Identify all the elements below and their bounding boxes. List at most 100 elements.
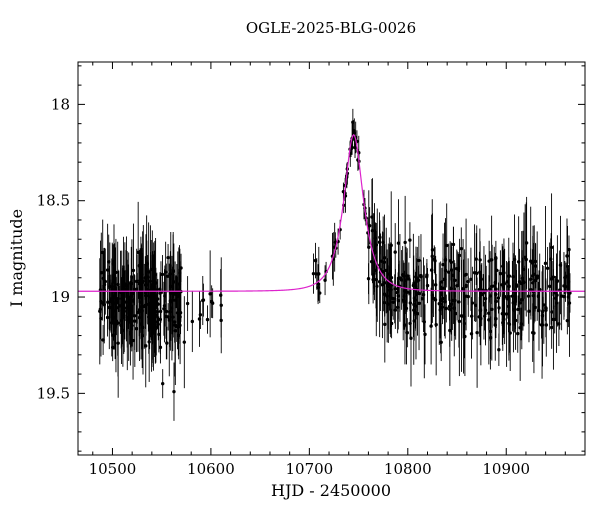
data-point bbox=[549, 325, 554, 330]
data-point bbox=[417, 258, 421, 263]
data-point bbox=[395, 290, 400, 295]
data-point bbox=[378, 235, 382, 240]
y-tick-label: 18 bbox=[51, 95, 70, 113]
data-point bbox=[149, 325, 154, 330]
data-point bbox=[116, 321, 120, 325]
data-point bbox=[542, 303, 546, 307]
data-point bbox=[366, 276, 371, 281]
data-point bbox=[208, 292, 212, 296]
data-point bbox=[121, 287, 126, 292]
data-point bbox=[429, 324, 433, 328]
y-tick-label: 19 bbox=[51, 288, 70, 306]
model-curve bbox=[78, 133, 585, 292]
data-point bbox=[138, 291, 142, 295]
data-point bbox=[412, 281, 416, 286]
data-point bbox=[166, 274, 170, 278]
data-point bbox=[122, 309, 126, 313]
data-point bbox=[111, 315, 116, 320]
data-point bbox=[433, 283, 438, 287]
data-point bbox=[538, 287, 542, 292]
data-point bbox=[497, 348, 501, 352]
data-point bbox=[505, 296, 509, 301]
data-point bbox=[201, 298, 206, 302]
data-point bbox=[421, 293, 426, 297]
data-point bbox=[197, 317, 202, 321]
data-point bbox=[412, 302, 416, 307]
data-point bbox=[425, 273, 429, 277]
data-point bbox=[434, 322, 438, 327]
data-point bbox=[98, 309, 102, 314]
data-point bbox=[170, 298, 175, 303]
data-point bbox=[373, 236, 378, 240]
data-point bbox=[134, 279, 139, 284]
data-point bbox=[353, 145, 357, 150]
data-point bbox=[567, 301, 572, 305]
data-point bbox=[450, 298, 455, 303]
data-point bbox=[475, 330, 479, 335]
data-point bbox=[478, 258, 482, 262]
data-point bbox=[177, 293, 181, 298]
data-point bbox=[144, 283, 148, 287]
data-point bbox=[463, 334, 467, 339]
data-point bbox=[147, 314, 152, 318]
data-point bbox=[511, 301, 516, 305]
data-point bbox=[129, 281, 134, 286]
data-point bbox=[107, 305, 111, 310]
data-point bbox=[478, 308, 483, 312]
data-point bbox=[487, 259, 491, 263]
data-point bbox=[137, 308, 142, 312]
data-point bbox=[457, 300, 461, 304]
data-point bbox=[535, 274, 539, 278]
data-point bbox=[396, 241, 401, 245]
data-point bbox=[393, 287, 398, 291]
data-point bbox=[507, 284, 511, 289]
data-point bbox=[165, 341, 169, 345]
data-point bbox=[371, 272, 376, 277]
data-point bbox=[393, 250, 397, 254]
data-point bbox=[147, 340, 151, 344]
data-point bbox=[566, 280, 571, 284]
data-point bbox=[530, 330, 535, 335]
data-point bbox=[150, 285, 155, 290]
axes-layer bbox=[77, 61, 586, 456]
data-point bbox=[441, 286, 445, 290]
data-point bbox=[401, 274, 405, 278]
data-point bbox=[415, 277, 419, 281]
y-tick-label: 19.5 bbox=[37, 384, 70, 402]
data-point bbox=[453, 311, 458, 316]
data-point bbox=[445, 243, 449, 248]
data-point bbox=[545, 266, 550, 271]
data-point bbox=[108, 284, 112, 289]
data-point bbox=[393, 308, 398, 312]
y-axis-label: I magnitude bbox=[7, 209, 26, 307]
data-point bbox=[438, 308, 442, 312]
x-tick-label: 10800 bbox=[384, 460, 432, 478]
data-point bbox=[128, 332, 133, 336]
data-point bbox=[473, 303, 478, 308]
data-point bbox=[442, 277, 447, 282]
data-point bbox=[380, 283, 385, 287]
data-point bbox=[390, 296, 395, 301]
data-point bbox=[389, 321, 394, 326]
data-point bbox=[105, 268, 110, 272]
data-point bbox=[549, 277, 554, 281]
x-tick-label: 10700 bbox=[285, 460, 333, 478]
data-point bbox=[430, 254, 434, 258]
data-point bbox=[457, 319, 462, 324]
data-point bbox=[409, 336, 413, 340]
data-point bbox=[568, 291, 572, 295]
data-point bbox=[313, 258, 318, 263]
data-point bbox=[398, 276, 402, 280]
data-point bbox=[449, 260, 454, 264]
data-point bbox=[144, 344, 148, 348]
data-point bbox=[502, 317, 506, 322]
data-point bbox=[479, 277, 483, 281]
data-point bbox=[385, 283, 390, 287]
data-point bbox=[157, 332, 161, 337]
data-point bbox=[105, 315, 110, 320]
data-point bbox=[448, 307, 452, 311]
model-curve-layer bbox=[78, 133, 585, 292]
data-point bbox=[524, 257, 528, 262]
data-point bbox=[558, 263, 563, 267]
